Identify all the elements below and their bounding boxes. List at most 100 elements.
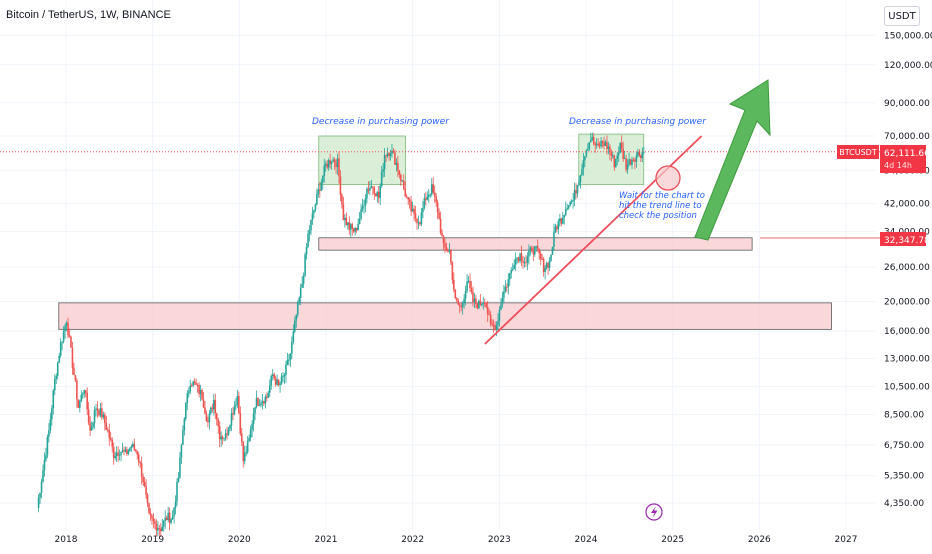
candle-body (86, 392, 88, 410)
candle-body (500, 304, 502, 310)
price-axis[interactable]: 4,350.00 5,350.00 6,750.00 8,500.00 10,500.0… (884, 31, 932, 509)
xtick-label: 2026 (748, 535, 771, 545)
candle-body (503, 291, 505, 298)
candle-body (430, 184, 433, 195)
candle-body (223, 438, 225, 440)
candle-body (173, 507, 175, 517)
candle-body (161, 526, 164, 532)
candle-body (271, 374, 274, 377)
candle-body (457, 300, 460, 305)
currency-button[interactable]: USDT (884, 6, 920, 26)
candle-body (292, 331, 295, 342)
candle-body (168, 512, 171, 523)
candle-body (352, 228, 355, 232)
candle-body (92, 422, 94, 427)
candle-body (207, 421, 209, 423)
candle-body (442, 236, 445, 244)
candle-body (420, 212, 423, 225)
candle-body (361, 206, 364, 210)
candle-body (416, 218, 418, 223)
level-price-label: 32,347.78 (884, 236, 930, 246)
candle-body (330, 161, 333, 164)
candle-body (489, 314, 492, 324)
candle-body (280, 376, 283, 384)
candle-body (162, 520, 165, 527)
xtick-label: 2027 (835, 535, 858, 545)
level-price-tag (880, 232, 926, 246)
candle-body (39, 492, 41, 498)
candle-body (73, 367, 75, 376)
candle-body (62, 330, 65, 342)
candle-body (516, 257, 518, 259)
candle-body (519, 253, 521, 262)
candle-body (506, 286, 508, 288)
candle-body (454, 289, 457, 299)
candle-body (411, 208, 414, 212)
candle-body (410, 202, 412, 212)
candle-body (79, 401, 81, 408)
candle-body (279, 383, 281, 385)
candle-body (482, 302, 485, 305)
candle-body (71, 347, 74, 368)
candle-body (556, 226, 558, 230)
candle-body (391, 150, 393, 154)
candle-body (439, 218, 442, 233)
candle-body (511, 269, 514, 271)
candle-body (77, 399, 80, 408)
candle-body (189, 385, 192, 392)
candle-body (641, 152, 644, 159)
candle-body (148, 503, 150, 514)
candle-body (588, 142, 591, 150)
candle-body (229, 425, 231, 430)
candle-body (379, 185, 382, 198)
candle-body (332, 159, 334, 162)
candle-body (115, 452, 118, 457)
candle-body (486, 307, 489, 315)
candle-body (413, 208, 415, 214)
candle-body (140, 463, 143, 477)
candle-body (165, 517, 168, 520)
candle-body (447, 250, 449, 252)
candle-body (632, 159, 635, 161)
candle-body (130, 446, 133, 449)
candle-body (626, 164, 629, 170)
candle-body (458, 304, 461, 307)
candle-body (444, 243, 446, 248)
candle-body (202, 399, 205, 408)
candle-body (389, 153, 392, 157)
candle-body (101, 408, 103, 418)
candle-body (120, 451, 122, 455)
candle-body (289, 353, 292, 360)
candle-body (535, 246, 538, 248)
candle-body (488, 314, 490, 316)
candle-body (345, 217, 348, 226)
candle-body (526, 256, 529, 263)
candle-body (592, 137, 595, 144)
time-axis[interactable]: 2018 2019 2020 2021 2022 2023 2024 2025 2026 2027 (55, 535, 858, 545)
candle-body (625, 158, 627, 170)
candle-body (628, 159, 630, 165)
candle-body (134, 449, 137, 452)
candle-body (205, 413, 208, 422)
candle-body (494, 325, 496, 330)
candle-body (492, 325, 495, 327)
candle-body (417, 222, 420, 224)
candle-body (59, 342, 62, 356)
candle-body (236, 395, 239, 405)
candle-body (242, 441, 245, 462)
candle-body (37, 497, 40, 508)
candle-body (42, 470, 44, 482)
candle-body (319, 189, 321, 191)
candle-body (320, 182, 323, 191)
candle-body (501, 297, 504, 305)
candle-body (87, 409, 90, 423)
candle-body (604, 141, 607, 146)
candle-body (149, 513, 152, 516)
candle-body (370, 186, 373, 189)
candle-body (214, 399, 217, 414)
candle-body (329, 160, 331, 164)
bolt-icon[interactable] (645, 503, 663, 521)
target-circle (655, 165, 681, 191)
